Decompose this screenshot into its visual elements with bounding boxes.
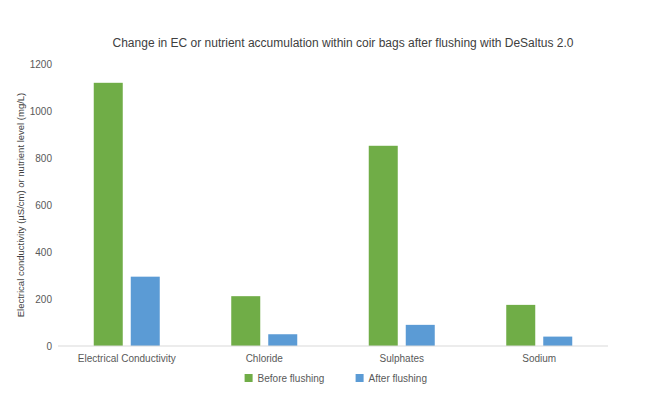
bar xyxy=(268,334,297,346)
legend-swatch xyxy=(245,374,253,382)
y-tick-label: 200 xyxy=(35,294,52,305)
y-tick-label: 0 xyxy=(46,341,52,352)
x-axis xyxy=(58,346,608,347)
x-tick-label: Chloride xyxy=(246,353,284,364)
legend: Before flushing After flushing xyxy=(245,373,427,384)
bar xyxy=(506,305,535,346)
y-tick-label: 800 xyxy=(35,153,52,164)
bar xyxy=(131,277,160,346)
y-tick-label: 600 xyxy=(35,200,52,211)
bars xyxy=(94,83,573,346)
bar xyxy=(94,83,123,346)
x-tick-label: Sulphates xyxy=(380,353,424,364)
y-tick-label: 400 xyxy=(35,247,52,258)
legend-label: After flushing xyxy=(369,373,427,384)
x-tick-label: Sodium xyxy=(522,353,556,364)
bar xyxy=(406,325,435,346)
legend-label: Before flushing xyxy=(258,373,325,384)
background xyxy=(0,0,663,395)
y-tick-label: 1200 xyxy=(30,59,53,70)
y-axis-label: Electrical conductivity (µS/cm) or nutri… xyxy=(15,93,26,318)
bar xyxy=(231,296,260,346)
bar xyxy=(369,146,398,346)
y-tick-label: 1000 xyxy=(30,106,53,117)
bar xyxy=(543,337,572,346)
x-tick-label: Electrical Conductivity xyxy=(78,353,176,364)
legend-swatch xyxy=(356,374,364,382)
title: Change in EC or nutrient accumulation wi… xyxy=(113,36,574,50)
